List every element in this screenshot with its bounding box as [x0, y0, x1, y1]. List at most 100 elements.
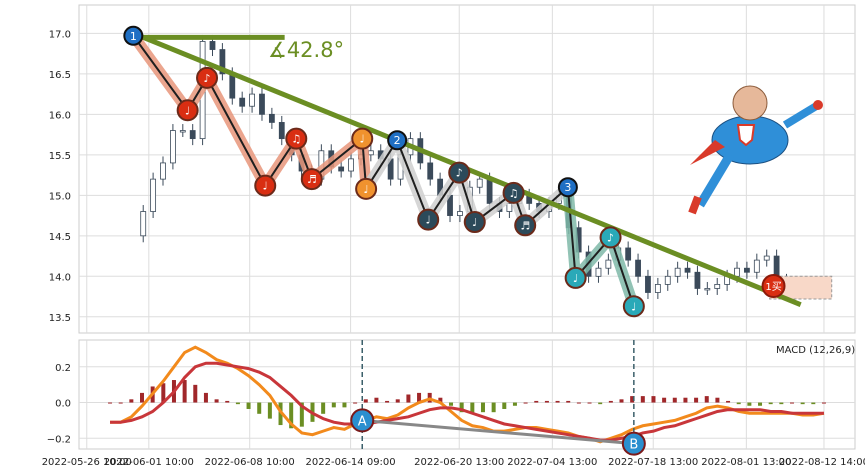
marker-circle	[502, 181, 525, 204]
marker-glyph: ♩	[364, 183, 369, 196]
candle-body	[476, 178, 483, 188]
wave-marker: ♩	[622, 295, 645, 318]
y-tick-label: 14.0	[49, 272, 71, 283]
macd-bar	[203, 392, 208, 403]
macd-bar	[257, 402, 262, 414]
candle-body	[170, 130, 176, 164]
macd-bar	[630, 396, 635, 403]
candle-body	[140, 211, 147, 237]
macd-bar	[608, 400, 613, 403]
macd-dea-line	[110, 361, 824, 442]
wave-marker: ♬	[514, 214, 537, 237]
macd-bar	[417, 392, 422, 403]
candle-body	[506, 203, 513, 212]
marker-circle	[622, 295, 645, 318]
macd-y-tick-label: 0.0	[55, 399, 71, 410]
macd-bar	[821, 402, 826, 404]
macd-bar	[470, 402, 475, 414]
macd-bar	[672, 397, 677, 403]
macd-bar	[449, 402, 454, 406]
macd-y-tick-label: 0.2	[55, 363, 71, 374]
buy-marker-label: 1买	[765, 281, 781, 293]
marker-glyph: ♪	[607, 231, 614, 244]
marker-glyph: ♪	[456, 167, 463, 180]
macd-bar	[374, 397, 379, 403]
x-tick-label: 2022-07-04 13:00	[507, 457, 597, 468]
macd-bar	[321, 402, 326, 414]
y-tick-label: 13.5	[49, 313, 71, 324]
candle-body	[664, 275, 671, 285]
candle-body	[219, 49, 226, 75]
candle-body	[150, 178, 157, 212]
candle-body	[189, 130, 196, 140]
candle-body	[625, 247, 632, 261]
mascot-leg	[696, 152, 734, 208]
macd-bar	[726, 400, 731, 403]
trend-angle-label: ∡42.8°	[268, 38, 345, 62]
x-tick-label: 2022-06-01 10:00	[104, 457, 194, 468]
candle-body	[763, 255, 770, 261]
macd-bar	[555, 400, 560, 403]
x-tick-label: 2022-07-18 13:00	[608, 457, 698, 468]
wave-marker: ♬	[300, 168, 323, 191]
macd-bar	[758, 402, 763, 406]
macd-bar	[278, 402, 283, 426]
marker-circle	[417, 208, 440, 231]
macd-bar	[662, 397, 667, 403]
macd-bar	[395, 399, 400, 403]
marker-circle	[463, 211, 486, 234]
candle-body	[268, 113, 275, 123]
marker-circle	[599, 226, 622, 249]
macd-bar	[353, 402, 358, 404]
macd-bar	[363, 399, 368, 403]
candle-body	[338, 166, 345, 172]
marker-circle	[448, 161, 471, 184]
marker-circle	[355, 177, 378, 200]
candle-body	[486, 178, 493, 204]
marker-glyph: ♩	[573, 272, 578, 285]
macd-bar	[342, 402, 347, 408]
macd-bar	[299, 402, 304, 427]
marker-glyph: ♩	[426, 214, 431, 227]
macd-bar	[193, 384, 198, 403]
macd-bar	[534, 400, 539, 403]
macd-bar	[108, 402, 113, 404]
marker-glyph: ♪	[204, 72, 211, 85]
macd-bar	[811, 402, 816, 405]
candle-body	[239, 97, 246, 107]
macd-bar	[715, 397, 720, 403]
macd-bar	[438, 397, 443, 403]
candle-body	[645, 275, 651, 293]
macd-bar	[235, 402, 240, 405]
candle-body	[160, 162, 166, 180]
macd-bar	[736, 402, 741, 405]
macd-bar	[523, 402, 528, 404]
macd-bar	[502, 402, 507, 409]
x-tick-label: 2022-06-14 09:00	[306, 457, 396, 468]
candle-body	[704, 288, 711, 291]
wave-marker: 2	[387, 130, 408, 151]
marker-glyph: ♫	[509, 187, 519, 200]
macd-bar	[491, 402, 496, 413]
marker-circle	[254, 174, 277, 197]
macd-bar	[789, 402, 794, 404]
candle-body	[348, 158, 354, 172]
marker-circle	[564, 266, 587, 289]
wave-marker: ♪	[448, 161, 471, 184]
marker-circle	[514, 214, 537, 237]
wave-marker: ♩	[351, 127, 374, 150]
marker-glyph: ♩	[185, 104, 190, 117]
wave-marker: ♩	[176, 99, 199, 122]
macd-bar	[246, 402, 251, 409]
candle-body	[734, 267, 740, 277]
x-tick-label: 2022-06-20 13:00	[414, 457, 504, 468]
candle-body	[654, 284, 661, 293]
mascot-cape	[690, 140, 725, 165]
candle-body	[595, 267, 602, 277]
marker-circle	[557, 177, 578, 198]
marker-glyph: ♬	[307, 173, 317, 186]
divergence-label-A: A	[358, 414, 367, 429]
macd-bar	[406, 394, 411, 403]
marker-glyph: ♩	[472, 216, 477, 229]
macd-bar	[747, 402, 752, 406]
